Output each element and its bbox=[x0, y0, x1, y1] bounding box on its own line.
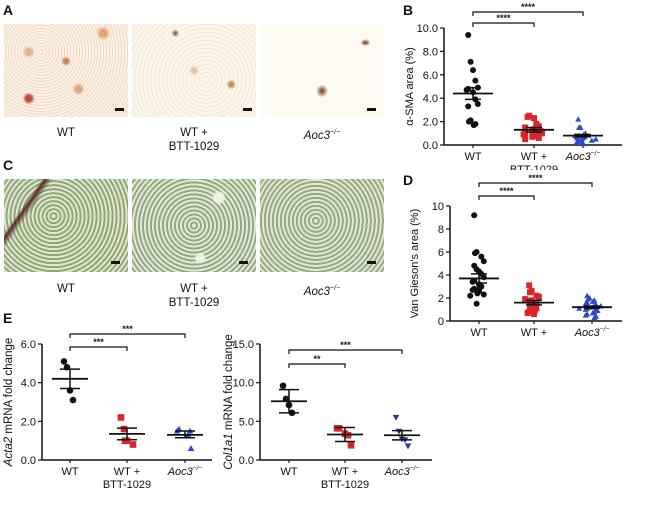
svg-text:WT +: WT + bbox=[521, 151, 547, 163]
svg-text:WT: WT bbox=[470, 327, 487, 339]
svg-text:BTT-1029: BTT-1029 bbox=[103, 479, 151, 491]
svg-text:5.0: 5.0 bbox=[239, 416, 254, 428]
svg-text:6.0: 6.0 bbox=[423, 70, 438, 82]
svg-text:2.0: 2.0 bbox=[423, 117, 438, 129]
svg-text:****: **** bbox=[528, 173, 543, 183]
svg-text:Aoc3−/−: Aoc3−/− bbox=[574, 326, 610, 339]
svg-text:Aoc3−/−: Aoc3−/− bbox=[384, 465, 420, 478]
svg-text:****: **** bbox=[496, 13, 511, 23]
svg-text:8: 8 bbox=[438, 224, 444, 236]
scale-bar bbox=[239, 261, 248, 264]
svg-text:Aoc3−/−: Aoc3−/− bbox=[565, 150, 601, 163]
svg-text:8.0: 8.0 bbox=[423, 46, 438, 58]
scale-bar bbox=[367, 108, 376, 111]
chart-e-acta2: 0.0 2.0 4.0 6.0 Acta2 mRNA fold change WT WT +… bbox=[3, 324, 212, 491]
label-a-aoc3: Aoc3−/− bbox=[303, 129, 341, 142]
image-a-btt bbox=[132, 24, 256, 117]
svg-text:2.0: 2.0 bbox=[21, 416, 36, 428]
label-c-aoc3: Aoc3−/− bbox=[303, 285, 341, 298]
svg-text:0.0: 0.0 bbox=[423, 140, 438, 152]
svg-text:10.0: 10.0 bbox=[417, 23, 438, 35]
svg-text:0.0: 0.0 bbox=[239, 455, 254, 467]
scale-bar bbox=[367, 261, 376, 264]
panel-d-letter: D bbox=[403, 172, 414, 188]
svg-text:***: *** bbox=[122, 324, 133, 334]
svg-text:15.0: 15.0 bbox=[233, 339, 254, 351]
svg-text:****: **** bbox=[499, 186, 514, 196]
svg-text:**: ** bbox=[313, 354, 321, 364]
svg-text:6.0: 6.0 bbox=[21, 339, 36, 351]
label-a-btt: WT + BTT-1029 bbox=[168, 127, 220, 153]
svg-text:Van Gieson's area (%): Van Gieson's area (%) bbox=[409, 209, 421, 319]
panel-b-letter: B bbox=[403, 2, 414, 18]
svg-text:6: 6 bbox=[438, 247, 444, 259]
label-c-btt: WT + BTT-1029 bbox=[168, 283, 220, 309]
image-a-wt bbox=[4, 24, 128, 117]
svg-text:BTT-1029: BTT-1029 bbox=[321, 479, 369, 491]
svg-text:α-SMA area (%): α-SMA area (%) bbox=[404, 47, 416, 126]
image-c-aoc3 bbox=[260, 179, 384, 272]
svg-text:****: **** bbox=[521, 2, 536, 12]
svg-text:WT: WT bbox=[464, 151, 481, 163]
svg-text:4.0: 4.0 bbox=[21, 378, 36, 390]
image-c-btt bbox=[132, 179, 256, 272]
panel-e-letter: E bbox=[3, 310, 13, 326]
svg-text:WT +: WT + bbox=[521, 327, 547, 339]
svg-text:2: 2 bbox=[438, 293, 444, 305]
scale-bar bbox=[243, 108, 252, 111]
label-a-wt: WT bbox=[57, 127, 75, 139]
svg-text:10: 10 bbox=[432, 201, 444, 213]
svg-text:4: 4 bbox=[438, 270, 444, 282]
svg-text:Col1a1 mRNA fold change: Col1a1 mRNA fold change bbox=[223, 334, 235, 470]
svg-text:Aoc3−/−: Aoc3−/− bbox=[167, 465, 203, 478]
svg-text:***: *** bbox=[340, 340, 351, 350]
chart-b-asma: 0.02.04.06.08.010.0α-SMA area (%)WT WT +B… bbox=[404, 2, 622, 170]
panel-a-letter: A bbox=[3, 2, 14, 18]
svg-text:Acta2 mRNA fold change: Acta2 mRNA fold change bbox=[3, 338, 15, 468]
image-a-aoc3 bbox=[260, 24, 384, 117]
svg-text:WT: WT bbox=[61, 466, 78, 478]
svg-text:4.0: 4.0 bbox=[423, 93, 438, 105]
svg-text:WT +: WT + bbox=[332, 466, 358, 478]
svg-text:0.0: 0.0 bbox=[21, 455, 36, 467]
svg-text:0: 0 bbox=[438, 316, 444, 328]
image-c-wt bbox=[4, 179, 128, 272]
scale-bar bbox=[115, 108, 124, 111]
svg-text:10.0: 10.0 bbox=[233, 378, 254, 390]
svg-text:***: *** bbox=[93, 337, 104, 347]
svg-text:BTT-1029: BTT-1029 bbox=[510, 164, 558, 170]
svg-text:WT: WT bbox=[280, 466, 297, 478]
svg-text:WT +: WT + bbox=[114, 466, 140, 478]
scale-bar bbox=[111, 261, 120, 264]
panel-c-letter: C bbox=[3, 157, 14, 173]
label-c-wt: WT bbox=[57, 283, 75, 295]
